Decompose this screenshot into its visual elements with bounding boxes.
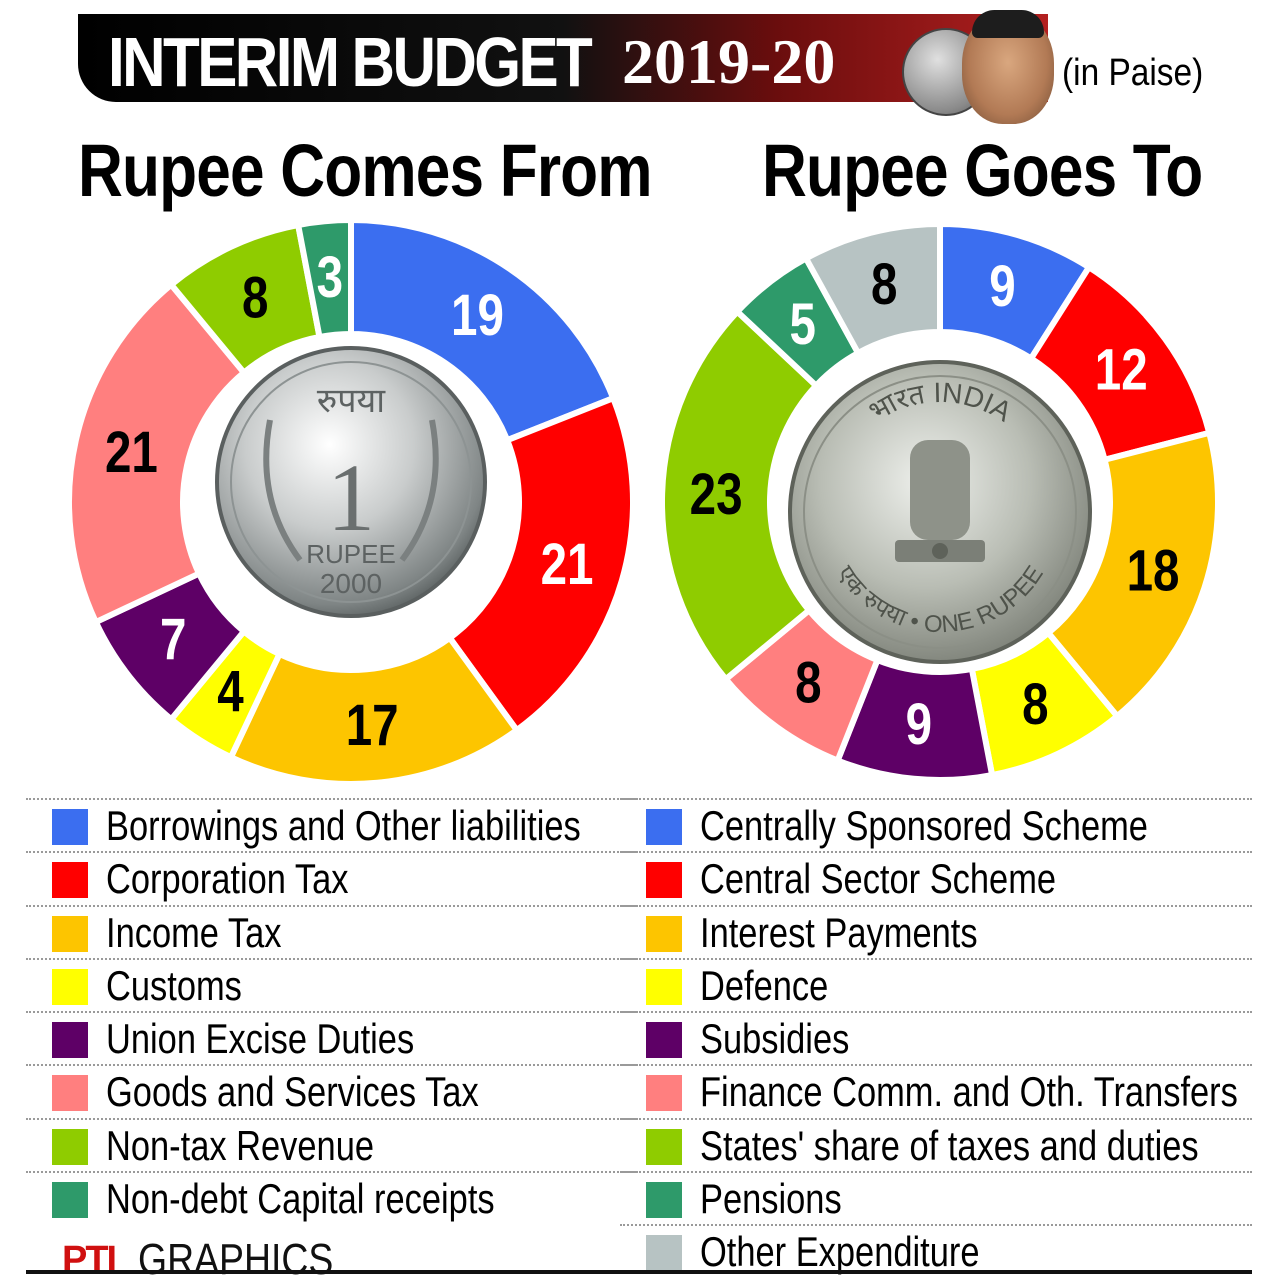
legend-swatch xyxy=(52,1075,88,1112)
title-banner xyxy=(78,14,1048,102)
svg-text:RUPEE: RUPEE xyxy=(306,539,396,569)
legend-label: Income Tax xyxy=(106,908,282,956)
slice-label-centrally-sponsored-scheme: 9 xyxy=(989,255,1015,320)
slice-label-non-tax-revenue: 8 xyxy=(242,266,268,331)
legend-swatch xyxy=(646,809,682,845)
legend-item-income-tax: Income Tax xyxy=(26,904,638,958)
pti-logo: PTI xyxy=(62,1239,117,1281)
legend-label: Customs xyxy=(106,961,242,1009)
slice-label-union-excise-duties: 7 xyxy=(160,608,186,673)
legend-label: Non-tax Revenue xyxy=(106,1121,375,1169)
legend-swatch xyxy=(646,1022,682,1059)
slice-other-expenditure xyxy=(801,220,943,358)
budget-year: 2019-20 xyxy=(622,26,836,97)
slice-label-borrowings-and-other-liabilities: 19 xyxy=(451,284,504,349)
legend-swatch xyxy=(52,1182,88,1219)
lion-capital-icon xyxy=(910,440,970,540)
legend-label: Goods and Services Tax xyxy=(106,1068,479,1116)
legend-swatch xyxy=(52,1022,88,1059)
legend-item-non-debt-capital-receipts: Non-debt Capital receipts xyxy=(26,1171,638,1224)
legend-item-borrowings-and-other-liabilities: Borrowings and Other liabilities xyxy=(26,798,638,851)
infographic-title: INTERIM BUDGET xyxy=(108,23,593,101)
slice-label-customs: 4 xyxy=(217,660,244,725)
legend-swatch xyxy=(646,862,682,899)
slice-borrowings-and-other-liabilities xyxy=(348,216,618,445)
slice-label-pensions: 5 xyxy=(789,293,815,358)
legend-goes-to: Centrally Sponsored Scheme Central Sector… xyxy=(620,798,1252,1278)
legend-item-interest-payments: Interest Payments xyxy=(620,904,1252,958)
slice-label-income-tax: 17 xyxy=(346,694,399,759)
legend-item-customs: Customs xyxy=(26,957,638,1011)
legend-label: Subsidies xyxy=(700,1015,850,1063)
bottom-rule xyxy=(26,1270,1252,1274)
legend-swatch xyxy=(646,1128,682,1165)
slice-non-debt-capital-receipts xyxy=(294,216,354,341)
legend-label: States' share of taxes and duties xyxy=(700,1121,1199,1169)
legend-item-central-sector-scheme: Central Sector Scheme xyxy=(620,851,1252,904)
legend-swatch xyxy=(52,809,88,845)
svg-text:2000: 2000 xyxy=(320,568,382,599)
rupee-coin-right: भारत INDIA एक रुपया • ONE RUPEE xyxy=(788,360,1092,664)
svg-text:रुपया: रुपया xyxy=(317,381,386,421)
legend-item-defence: Defence xyxy=(620,957,1252,1011)
legend-item-states-share-of-taxes-and-duties: States' share of taxes and duties xyxy=(620,1117,1252,1171)
slice-label-states-share-of-taxes-and-duties: 23 xyxy=(690,463,743,528)
slice-label-corporation-tax: 21 xyxy=(541,533,594,598)
legend-item-non-tax-revenue: Non-tax Revenue xyxy=(26,1117,638,1171)
legend-swatch xyxy=(52,915,88,952)
credit-text: GRAPHICS xyxy=(138,1235,334,1284)
slice-label-central-sector-scheme: 12 xyxy=(1095,338,1148,403)
slice-states-share-of-taxes-and-duties xyxy=(659,307,821,684)
chart-title-goes-to: Rupee Goes To xyxy=(762,129,1203,212)
legend-label: Interest Payments xyxy=(700,908,978,956)
slice-label-defence: 8 xyxy=(1022,672,1048,737)
minister-portrait-hair xyxy=(972,10,1044,38)
legend-swatch xyxy=(646,968,682,1005)
legend-item-corporation-tax: Corporation Tax xyxy=(26,851,638,904)
slice-label-subsidies: 9 xyxy=(906,693,932,758)
legend-item-centrally-sponsored-scheme: Centrally Sponsored Scheme xyxy=(620,798,1252,851)
slice-goods-and-services-tax xyxy=(66,280,249,627)
slice-label-other-expenditure: 8 xyxy=(871,253,897,318)
legend-comes-from: Borrowings and Other liabilities Corporat… xyxy=(26,798,638,1224)
legend-label: Finance Comm. and Oth. Transfers xyxy=(700,1068,1238,1116)
legend-item-pensions: Pensions xyxy=(620,1171,1252,1224)
slice-label-finance-comm-and-oth-transfers: 8 xyxy=(795,651,821,716)
legend-swatch xyxy=(646,915,682,952)
legend-swatch xyxy=(646,1235,682,1272)
legend-swatch xyxy=(52,968,88,1005)
legend-label: Union Excise Duties xyxy=(106,1015,415,1063)
legend-item-other-expenditure: Other Expenditure xyxy=(620,1224,1252,1277)
slice-label-interest-payments: 18 xyxy=(1127,539,1180,604)
legend-swatch xyxy=(52,862,88,899)
legend-label: Non-debt Capital receipts xyxy=(106,1175,495,1223)
legend-swatch xyxy=(646,1182,682,1219)
legend-item-union-excise-duties: Union Excise Duties xyxy=(26,1011,638,1064)
slice-interest-payments xyxy=(1044,429,1221,721)
legend-label: Pensions xyxy=(700,1175,842,1223)
slice-label-goods-and-services-tax: 21 xyxy=(105,421,158,486)
donut-chart-comes-from: 19 21 17 47 21 8 3 xyxy=(66,216,636,787)
legend-item-subsidies: Subsidies xyxy=(620,1011,1252,1064)
legend-label: Centrally Sponsored Scheme xyxy=(700,802,1148,849)
svg-text:1: 1 xyxy=(327,444,375,551)
slice-income-tax xyxy=(226,633,521,787)
legend-item-goods-and-services-tax: Goods and Services Tax xyxy=(26,1064,638,1117)
unit-note: (in Paise) xyxy=(1062,52,1204,94)
slice-label-non-debt-capital-receipts: 3 xyxy=(317,246,343,311)
slice-corporation-tax xyxy=(445,394,636,735)
legend-label: Central Sector Scheme xyxy=(700,855,1057,903)
legend-label: Other Expenditure xyxy=(700,1228,980,1276)
legend-label: Defence xyxy=(700,961,829,1009)
chart-title-comes-from: Rupee Comes From xyxy=(78,129,653,212)
legend-label: Borrowings and Other liabilities xyxy=(106,802,581,849)
legend-label: Corporation Tax xyxy=(106,855,349,903)
rupee-coin-left: रुपया 1 RUPEE 2000 xyxy=(215,346,487,618)
legend-swatch xyxy=(52,1128,88,1165)
legend-item-finance-comm-and-oth-transfers: Finance Comm. and Oth. Transfers xyxy=(620,1064,1252,1117)
legend-swatch xyxy=(646,1075,682,1112)
